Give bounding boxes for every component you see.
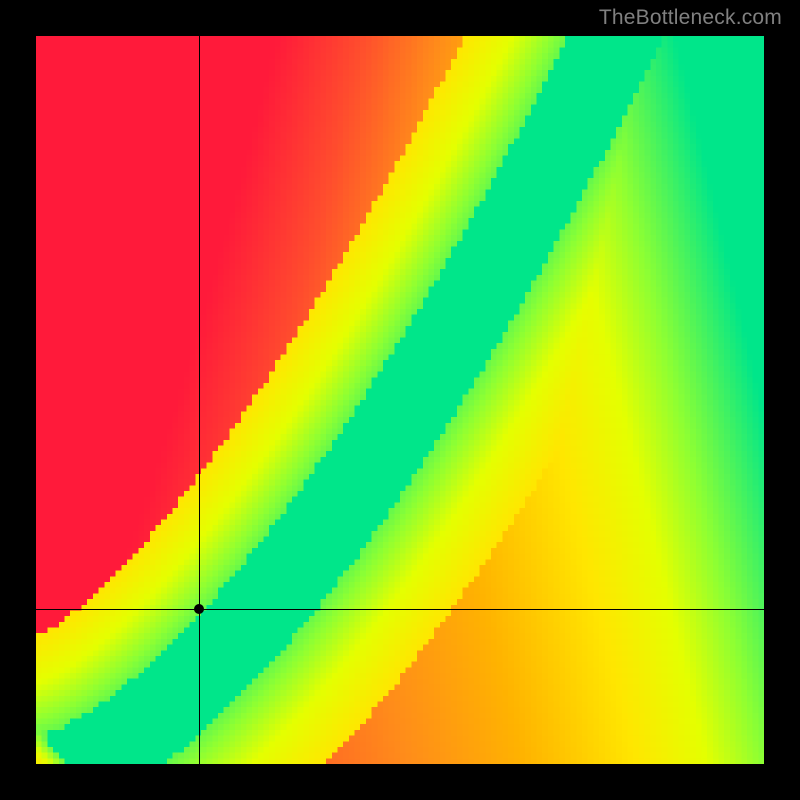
heatmap-canvas xyxy=(36,36,764,764)
crosshair-horizontal xyxy=(36,609,764,610)
heatmap-plot xyxy=(36,36,764,764)
crosshair-marker xyxy=(194,604,204,614)
watermark-text: TheBottleneck.com xyxy=(599,6,782,30)
crosshair-vertical xyxy=(199,36,200,764)
